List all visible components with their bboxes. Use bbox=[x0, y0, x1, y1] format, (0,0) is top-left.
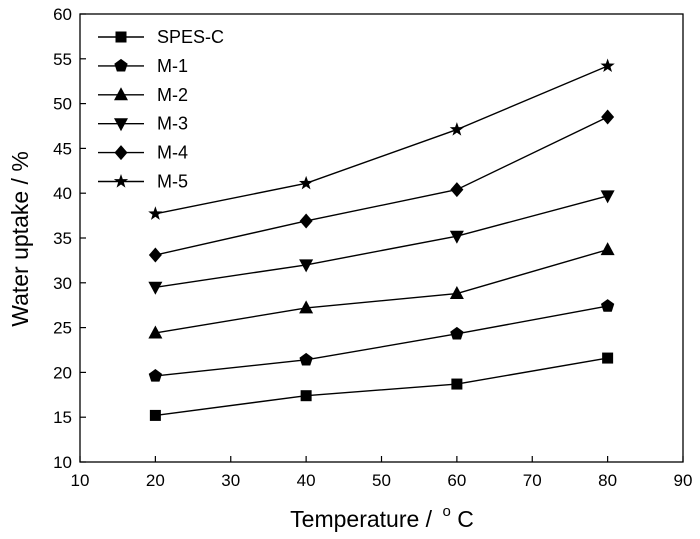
y-tick-label: 45 bbox=[53, 139, 72, 158]
axes: 10 20 30 40 50 60 70 80 90 10 15 20 25 30 35 40 45 50 55 60 bbox=[53, 5, 692, 490]
series-m-5 bbox=[148, 58, 615, 220]
data-point bbox=[451, 378, 463, 390]
legend: SPES-C M-1 M-2 M-3 M-4 M-5 bbox=[98, 27, 224, 192]
legend-label: M-3 bbox=[157, 114, 188, 134]
data-point bbox=[299, 213, 313, 229]
y-tick-label: 25 bbox=[53, 319, 72, 338]
y-tick-label: 30 bbox=[53, 274, 72, 293]
series-line bbox=[155, 305, 608, 377]
data-point bbox=[299, 259, 314, 273]
x-tick-label: 90 bbox=[674, 471, 693, 490]
data-point bbox=[600, 299, 615, 312]
x-tick-label: 50 bbox=[372, 471, 391, 490]
series-m-4 bbox=[148, 109, 615, 263]
y-tick-label: 15 bbox=[53, 408, 72, 427]
legend-item: M-5 bbox=[98, 172, 188, 192]
legend-label: M-4 bbox=[157, 143, 188, 163]
data-point bbox=[298, 175, 314, 190]
y-tick-label: 50 bbox=[53, 95, 72, 114]
plot-frame bbox=[79, 13, 684, 463]
legend-marker bbox=[114, 58, 128, 72]
legend-marker bbox=[114, 145, 128, 161]
legend-marker bbox=[113, 174, 129, 188]
y-tick-label: 40 bbox=[53, 184, 72, 203]
data-point bbox=[600, 242, 615, 256]
x-tick-label: 10 bbox=[71, 471, 90, 490]
data-point bbox=[149, 409, 161, 421]
data-point bbox=[148, 368, 163, 382]
series-line bbox=[155, 195, 608, 288]
legend-marker bbox=[115, 31, 127, 43]
series-m-1 bbox=[148, 299, 615, 382]
series-m-3 bbox=[148, 190, 615, 295]
legend-marker bbox=[114, 87, 128, 101]
y-tick-label: 55 bbox=[53, 50, 72, 69]
x-tick-label: 80 bbox=[598, 471, 617, 490]
data-point bbox=[600, 190, 615, 204]
legend-item: M-2 bbox=[98, 85, 188, 105]
legend-label: M-1 bbox=[157, 56, 188, 76]
data-point bbox=[601, 109, 615, 125]
y-tick-label: 20 bbox=[53, 363, 72, 382]
data-point bbox=[299, 300, 314, 314]
x-tick-label: 40 bbox=[297, 471, 316, 490]
series-spes-c bbox=[149, 352, 614, 421]
legend-marker bbox=[114, 118, 128, 132]
legend-item: SPES-C bbox=[98, 27, 224, 47]
legend-label: M-2 bbox=[157, 85, 188, 105]
data-point bbox=[449, 286, 464, 300]
series-layer bbox=[148, 58, 615, 421]
x-axis-title: Temperature / o C bbox=[290, 495, 474, 532]
data-point bbox=[300, 390, 312, 402]
data-point bbox=[450, 326, 464, 340]
data-point bbox=[148, 247, 162, 263]
legend-item: M-1 bbox=[98, 56, 188, 76]
x-tick-label: 60 bbox=[447, 471, 466, 490]
y-tick-label: 60 bbox=[53, 5, 72, 24]
legend-item: M-3 bbox=[98, 114, 188, 134]
x-axis-title-degree: o bbox=[442, 503, 450, 520]
data-point bbox=[450, 182, 464, 198]
series-line bbox=[155, 65, 608, 215]
data-point bbox=[600, 58, 615, 73]
series-m-2 bbox=[148, 242, 615, 339]
series-line bbox=[155, 248, 608, 334]
data-point bbox=[602, 352, 614, 364]
data-point bbox=[148, 281, 163, 295]
data-point bbox=[148, 325, 163, 339]
series-line bbox=[155, 116, 608, 256]
data-point bbox=[299, 352, 313, 366]
x-tick-label: 70 bbox=[523, 471, 542, 490]
data-point bbox=[449, 122, 465, 136]
legend-item: M-4 bbox=[98, 143, 188, 163]
x-tick-label: 30 bbox=[221, 471, 240, 490]
series-line bbox=[155, 357, 608, 417]
x-tick-label: 20 bbox=[146, 471, 165, 490]
y-tick-label: 35 bbox=[53, 229, 72, 248]
y-tick-label: 10 bbox=[53, 453, 72, 472]
data-point bbox=[148, 206, 163, 220]
legend-label: SPES-C bbox=[157, 27, 224, 47]
data-point bbox=[449, 230, 464, 244]
legend-label: M-5 bbox=[157, 172, 188, 192]
x-axis-title-unit: C bbox=[457, 506, 474, 532]
x-axis-title-main: Temperature / bbox=[290, 506, 433, 532]
y-axis-title: Water uptake / % bbox=[7, 151, 33, 327]
